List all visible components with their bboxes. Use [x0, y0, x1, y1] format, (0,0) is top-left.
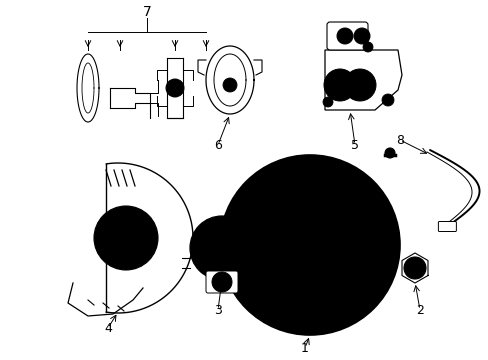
- Circle shape: [269, 284, 283, 298]
- Circle shape: [403, 257, 425, 279]
- Text: 7: 7: [142, 5, 151, 19]
- Circle shape: [384, 148, 394, 158]
- Text: 5: 5: [350, 139, 358, 152]
- Circle shape: [190, 216, 253, 280]
- FancyBboxPatch shape: [205, 271, 238, 293]
- Circle shape: [233, 228, 242, 237]
- Circle shape: [408, 262, 420, 274]
- Text: 6: 6: [214, 139, 222, 152]
- Circle shape: [353, 28, 369, 44]
- Circle shape: [202, 228, 210, 237]
- Circle shape: [323, 97, 332, 107]
- Text: 4: 4: [104, 321, 112, 334]
- FancyBboxPatch shape: [437, 221, 455, 231]
- Circle shape: [271, 207, 347, 283]
- Circle shape: [442, 221, 451, 231]
- Polygon shape: [77, 54, 99, 122]
- Circle shape: [94, 206, 158, 270]
- Circle shape: [336, 28, 352, 44]
- Circle shape: [170, 83, 180, 93]
- Circle shape: [303, 181, 316, 195]
- Circle shape: [324, 69, 355, 101]
- Circle shape: [205, 232, 238, 264]
- Circle shape: [212, 272, 231, 292]
- Circle shape: [165, 79, 183, 97]
- Circle shape: [381, 94, 393, 106]
- Circle shape: [233, 259, 242, 268]
- Text: 8: 8: [395, 134, 403, 147]
- Circle shape: [343, 69, 375, 101]
- Circle shape: [106, 219, 114, 226]
- Circle shape: [287, 223, 331, 267]
- Circle shape: [217, 277, 226, 287]
- Circle shape: [110, 222, 142, 254]
- Circle shape: [225, 161, 393, 329]
- Text: 1: 1: [301, 342, 308, 355]
- Circle shape: [336, 284, 350, 298]
- Circle shape: [356, 220, 370, 234]
- Polygon shape: [205, 46, 253, 114]
- Circle shape: [137, 219, 145, 226]
- Circle shape: [137, 249, 145, 257]
- Circle shape: [202, 259, 210, 268]
- Circle shape: [248, 220, 262, 234]
- Circle shape: [349, 75, 369, 95]
- Polygon shape: [325, 50, 401, 110]
- Text: 3: 3: [214, 303, 222, 316]
- Circle shape: [329, 75, 349, 95]
- FancyBboxPatch shape: [326, 22, 367, 50]
- Circle shape: [362, 42, 372, 52]
- Circle shape: [223, 78, 237, 92]
- Circle shape: [220, 155, 399, 335]
- Text: 2: 2: [415, 303, 423, 316]
- Circle shape: [106, 249, 114, 257]
